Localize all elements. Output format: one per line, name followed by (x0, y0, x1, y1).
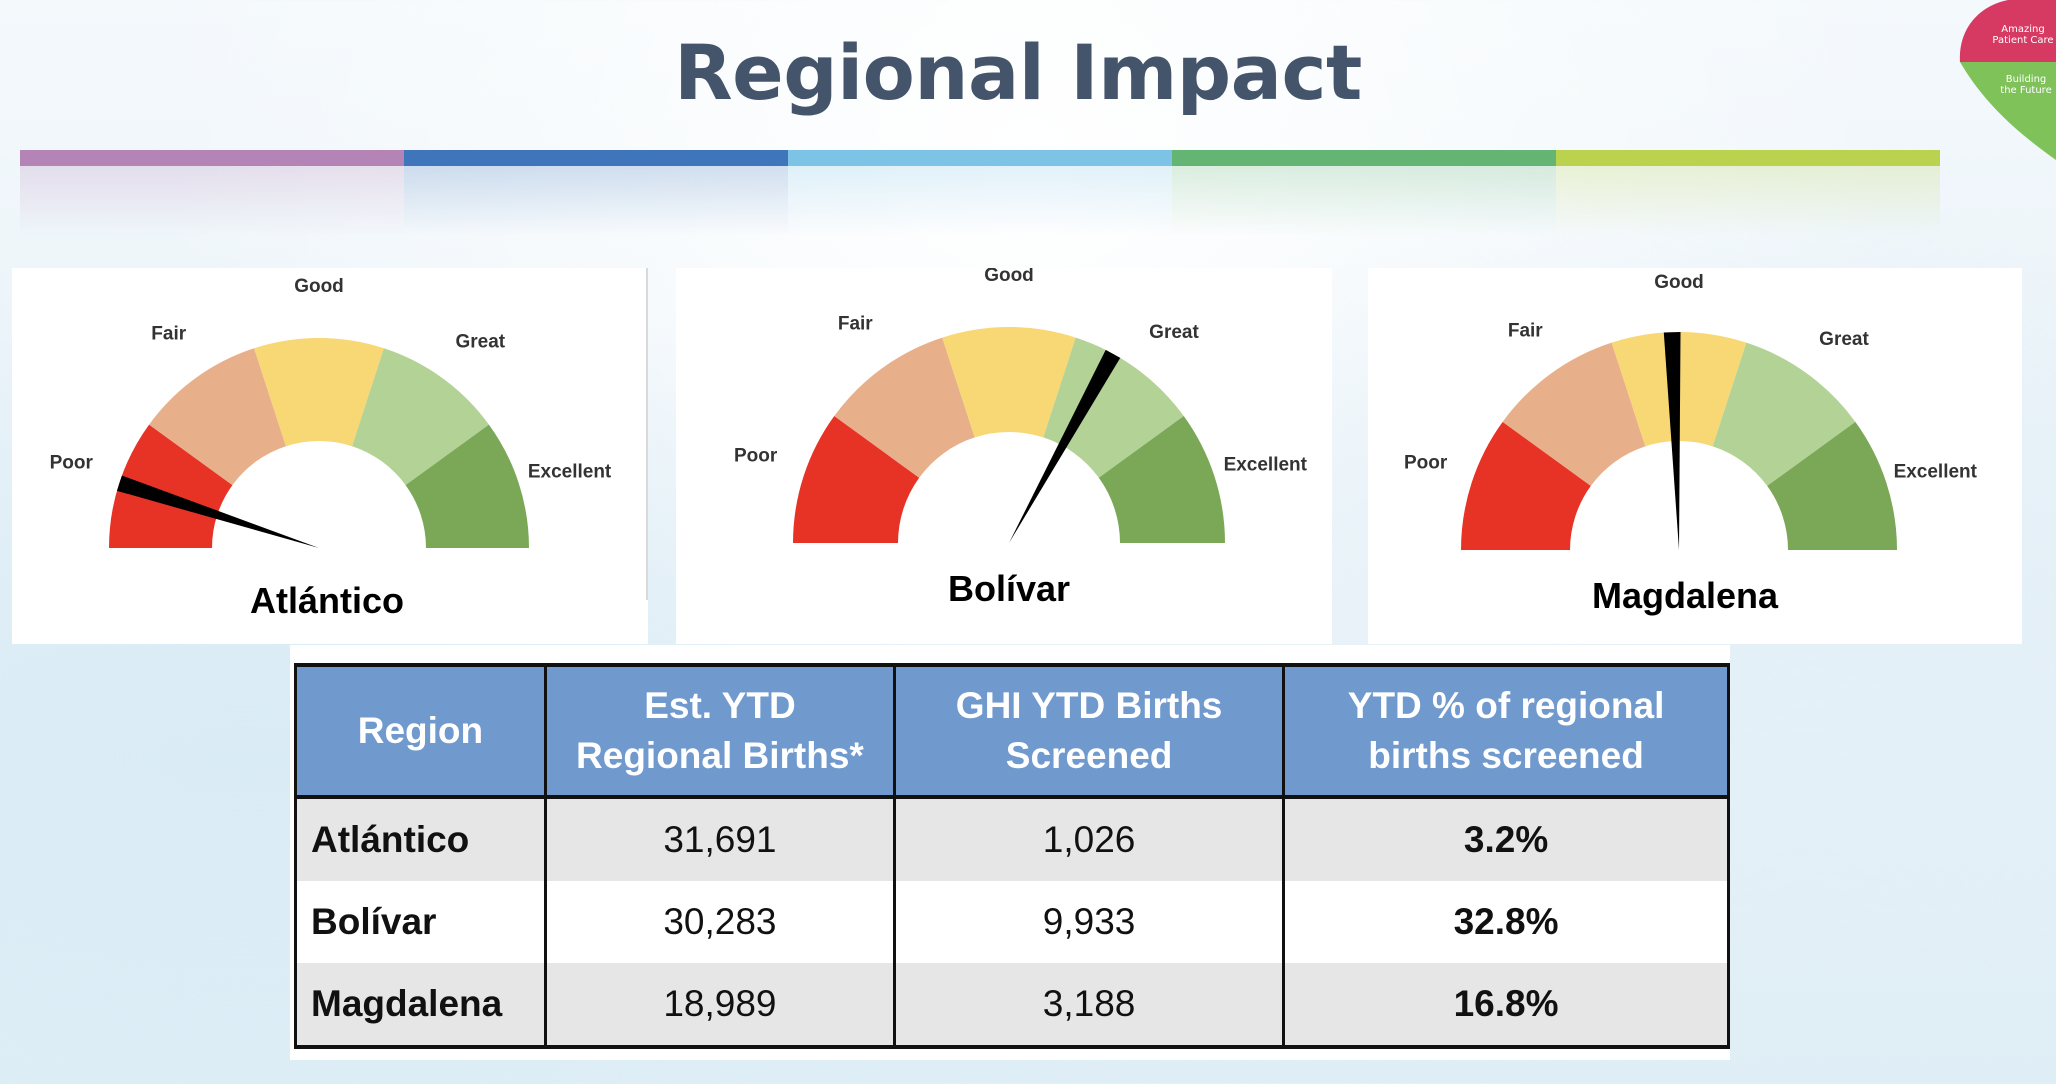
cell-pct: 16.8% (1282, 963, 1730, 1047)
gauge-label-excellent: Excellent (1224, 455, 1308, 476)
gauge-divider (646, 268, 648, 600)
color-bar-segment (788, 150, 1172, 166)
gauge-label-good: Good (1654, 272, 1704, 293)
gauge-segment-excellent (1767, 421, 1897, 550)
gauge-label-poor: Poor (1404, 453, 1448, 474)
cell-est: 30,283 (543, 881, 897, 963)
header-ghi-screened: GHI YTD Births Screened (893, 665, 1286, 797)
gauge-needle (1009, 349, 1121, 543)
table-row: Bolívar 30,283 9,933 32.8% (294, 881, 1730, 963)
births-screened-table: Region Est. YTD Regional Births* GHI YTD … (294, 663, 1730, 1049)
gauge-label-fair: Fair (1508, 320, 1543, 341)
cell-screened: 3,188 (893, 963, 1286, 1047)
gauge-segment-fair (1502, 342, 1646, 486)
gauge-segment-poor (793, 416, 920, 543)
gauge-needle (1663, 332, 1681, 550)
cell-est: 31,691 (543, 797, 897, 881)
cell-region: Bolívar (294, 881, 547, 963)
gauge-segment-good (254, 338, 384, 447)
table-row: Atlántico 31,691 1,026 3.2% (294, 797, 1730, 881)
page-title: Regional Impact (674, 28, 1362, 117)
gauge-segment-fair (834, 337, 975, 478)
color-bar-reflection (20, 166, 1940, 236)
cell-region: Atlántico (294, 797, 547, 881)
cell-est: 18,989 (543, 963, 897, 1047)
table-row: Magdalena 18,989 3,188 16.8% (294, 963, 1730, 1047)
gauge-segment-fair (149, 348, 286, 486)
gauge-label-fair: Fair (838, 313, 873, 334)
cell-screened: 9,933 (893, 881, 1286, 963)
cell-region: Magdalena (294, 963, 547, 1047)
cell-pct: 3.2% (1282, 797, 1730, 881)
gauge-bolivar: Poor Fair Good Great Excellent Bolívar (734, 268, 1308, 609)
header-est-ytd: Est. YTD Regional Births* (543, 665, 897, 797)
gauge-label-excellent: Excellent (1894, 462, 1978, 483)
header-region: Region (294, 665, 547, 797)
table-panel: Region Est. YTD Regional Births* GHI YTD … (290, 645, 1730, 1060)
color-bar-segment (20, 150, 404, 166)
gauge-label-great: Great (1149, 322, 1199, 343)
gauge-title: Atlántico (250, 580, 404, 621)
gauge-label-poor: Poor (50, 453, 94, 474)
gauge-label-good: Good (984, 268, 1034, 286)
gauge-label-great: Great (455, 332, 505, 353)
gauge-title: Magdalena (1592, 575, 1779, 616)
logo-text-1: Amazing Patient Care (1992, 24, 2054, 46)
logo-shape (1959, 0, 2056, 160)
gauge-segment-great (1043, 337, 1184, 478)
gauge-segment-excellent (405, 424, 529, 548)
gauge-label-poor: Poor (734, 446, 778, 467)
cell-screened: 1,026 (893, 797, 1286, 881)
logo-text-2: Building the Future (2000, 74, 2052, 96)
gauge-segment-poor (1461, 421, 1591, 550)
title-color-bar (20, 150, 1940, 166)
gauge-atlantico: Poor Fair Good Great Excellent Atlántico (50, 276, 612, 621)
gauge-panel-magdalena: Poor Fair Good Great Excellent Magdalena (1368, 268, 2022, 644)
color-bar-segment (404, 150, 788, 166)
header-ytd-pct: YTD % of regional births screened (1282, 665, 1730, 797)
gauge-segment-great (352, 348, 489, 486)
gauge-needle (116, 475, 319, 548)
cell-pct: 32.8% (1282, 881, 1730, 963)
gauge-segment-excellent (1098, 416, 1225, 543)
gauge-segment-good (942, 327, 1076, 438)
gauge-magdalena: Poor Fair Good Great Excellent Magdalena (1404, 272, 1978, 616)
gauge-title: Bolívar (948, 568, 1070, 609)
brand-logo: Amazing Patient Care Building the Future (1958, 0, 2056, 170)
color-bar-segment (1172, 150, 1556, 166)
gauge-label-good: Good (294, 276, 344, 297)
gauge-panel-bolivar: Poor Fair Good Great Excellent Bolívar (676, 268, 1332, 644)
gauge-label-excellent: Excellent (528, 461, 612, 482)
gauge-segment-great (1712, 342, 1856, 486)
gauge-label-fair: Fair (151, 323, 186, 344)
gauge-label-great: Great (1819, 329, 1869, 350)
table-header-row: Region Est. YTD Regional Births* GHI YTD … (294, 665, 1730, 797)
gauge-panel-atlantico: Poor Fair Good Great Excellent Atlántico (12, 268, 648, 644)
color-bar-segment (1556, 150, 1940, 166)
gauge-segment-poor (109, 424, 233, 548)
